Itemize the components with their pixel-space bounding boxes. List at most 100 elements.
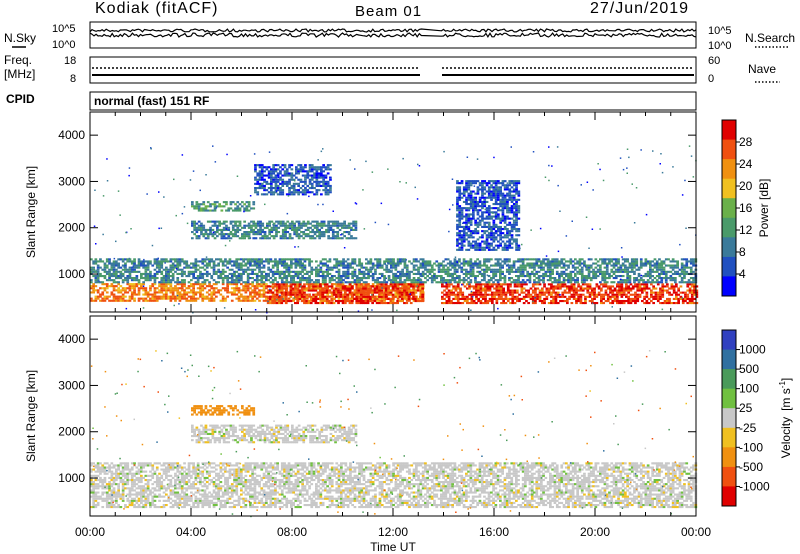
data-cell (601, 270, 604, 273)
data-cell (544, 258, 548, 261)
data-cell (222, 205, 226, 208)
data-cell (367, 277, 370, 280)
data-cell (424, 268, 427, 271)
data-cell (424, 260, 427, 263)
data-cell (538, 283, 542, 286)
data-cell (622, 291, 626, 294)
data-cell (338, 237, 342, 240)
data-cell (580, 270, 584, 273)
data-cell (291, 220, 294, 223)
data-cell (500, 293, 503, 296)
data-cell (492, 270, 495, 273)
data-cell (205, 297, 209, 300)
data-cell (337, 285, 341, 288)
data-cell (440, 270, 443, 273)
data-cell (126, 281, 130, 284)
data-cell (162, 258, 166, 261)
data-cell (358, 264, 361, 267)
data-cell (569, 275, 573, 278)
data-cell (242, 260, 245, 263)
data-cell (308, 287, 311, 290)
data-cell (176, 289, 180, 292)
data-cell (174, 281, 177, 284)
data-cell (293, 233, 296, 236)
data-cell (373, 291, 377, 294)
data-cell (334, 224, 337, 227)
data-cell (213, 224, 217, 227)
data-cell (538, 295, 542, 298)
data-cell (92, 299, 95, 302)
data-cell (300, 295, 304, 298)
data-cell (296, 260, 300, 263)
data-cell (270, 189, 273, 192)
data-cell (396, 264, 400, 267)
data-cell (412, 297, 415, 300)
data-cell (353, 275, 357, 278)
data-cell (301, 168, 305, 171)
data-cell (210, 260, 214, 263)
data-cell (684, 291, 687, 294)
data-cell (108, 299, 111, 302)
data-cell (196, 277, 200, 280)
data-cell (546, 258, 550, 261)
data-cell (378, 293, 381, 296)
data-cell (320, 231, 324, 234)
data-cell (315, 176, 319, 179)
data-cell (289, 291, 293, 294)
data-cell (196, 279, 200, 282)
data-cell (352, 224, 355, 227)
data-cell (450, 283, 453, 286)
data-cell (456, 242, 459, 245)
data-cell (469, 279, 473, 282)
data-cell (119, 266, 123, 269)
data-cell (625, 287, 628, 290)
data-cell (577, 289, 580, 292)
data-cell (340, 260, 343, 263)
data-cell (219, 260, 223, 263)
data-cell (286, 224, 290, 227)
data-cell (504, 297, 508, 300)
data-cell (266, 224, 269, 227)
data-cell (399, 275, 402, 278)
data-cell (211, 203, 215, 206)
data-cell (247, 226, 251, 229)
data-cell (619, 279, 623, 282)
data-cell (96, 277, 100, 280)
data-cell (639, 260, 643, 263)
data-cell (546, 260, 550, 263)
data-cell (280, 302, 284, 305)
data-cell (258, 187, 262, 190)
data-cell (456, 300, 460, 303)
data-cell (394, 266, 398, 269)
data-cell (293, 228, 296, 231)
data-cell (311, 228, 315, 231)
data-cell (344, 275, 348, 278)
data-cell (329, 226, 333, 229)
data-cell (101, 297, 105, 300)
data-cell (373, 297, 377, 300)
data-cell (666, 289, 669, 292)
data-cell (458, 258, 461, 261)
data-cell (355, 287, 359, 290)
data-cell (286, 220, 290, 223)
data-cell (380, 283, 384, 286)
data-cell (310, 184, 314, 187)
data-cell (271, 275, 275, 278)
data-cell (330, 283, 334, 286)
data-cell (474, 275, 477, 278)
data-cell (419, 293, 423, 296)
data-cell (419, 289, 422, 292)
data-cell (575, 289, 578, 292)
data-cell (574, 258, 577, 261)
data-cell (659, 302, 662, 305)
data-cell (271, 279, 275, 282)
data-cell (231, 233, 235, 236)
data-cell (216, 226, 219, 229)
data-cell (346, 266, 350, 269)
data-cell (521, 279, 525, 282)
data-cell (258, 295, 261, 298)
data-cell (285, 170, 289, 173)
data-cell (441, 297, 444, 300)
data-cell (342, 262, 345, 265)
data-cell (543, 285, 546, 288)
